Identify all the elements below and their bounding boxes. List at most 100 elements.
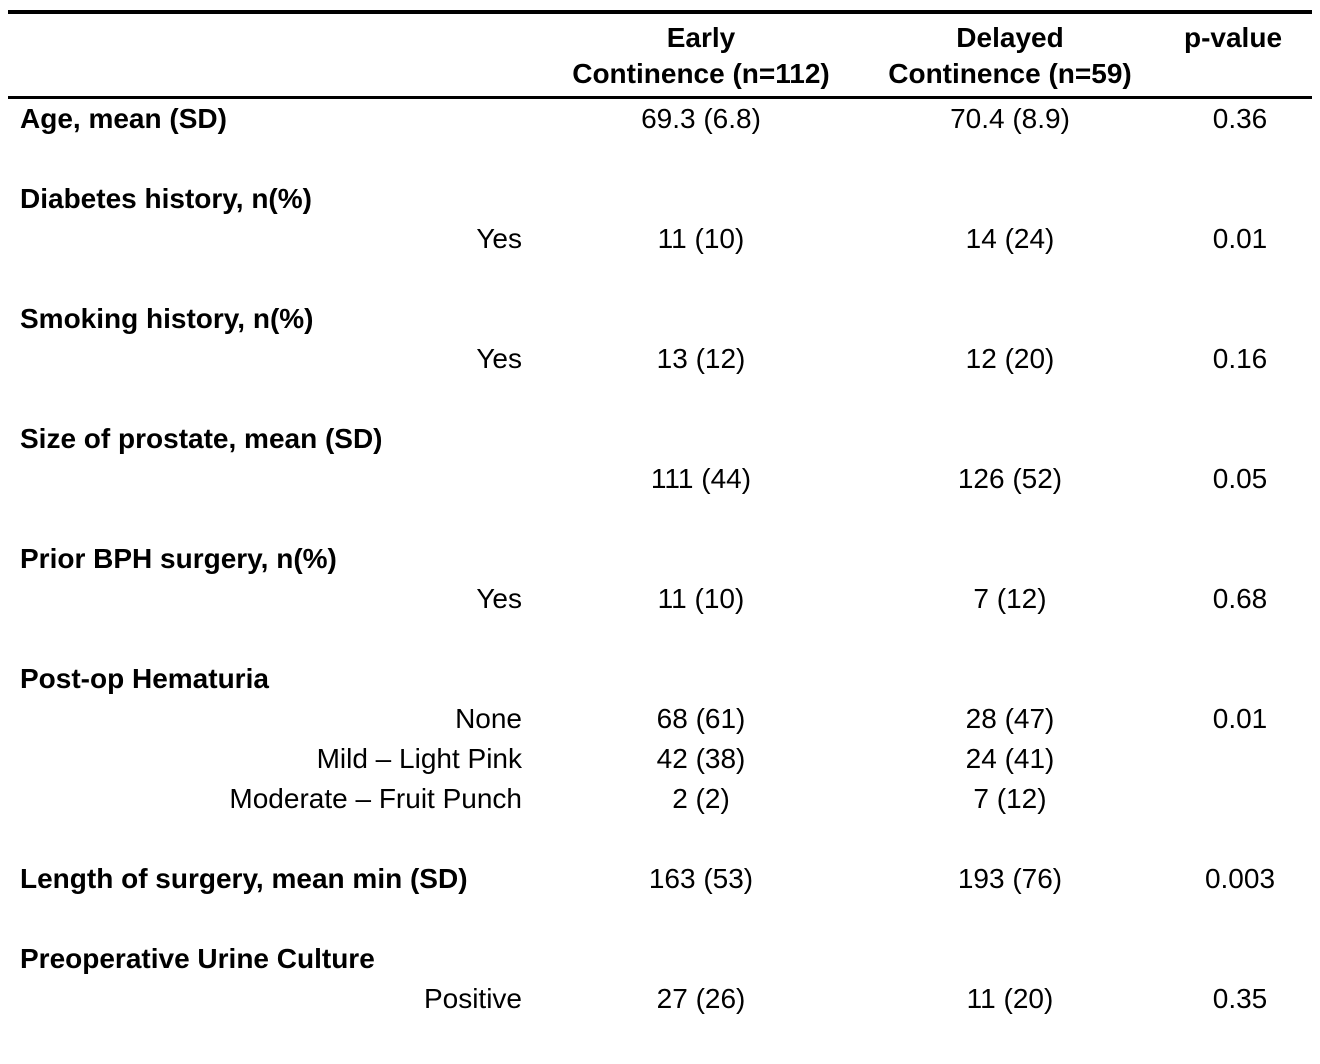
early-value-cell: 163 (53): [648, 863, 754, 894]
delayed-value-cell: 7 (12): [973, 783, 1047, 814]
row-label-cell: Post-op Hematuria: [20, 663, 269, 694]
spacer-row: [8, 499, 1312, 539]
delayed-value-cell: [866, 659, 1154, 699]
p-value-cell: [1154, 299, 1312, 339]
p-value-cell: [1154, 779, 1312, 819]
delayed-value-cell: [866, 939, 1154, 979]
row-sublabel-cell: Mild – Light Pink: [316, 743, 522, 774]
row-label-cell: Length of surgery, mean min (SD): [20, 863, 468, 894]
p-value-cell: [1154, 739, 1312, 779]
early-value-cell: 69.3 (6.8): [641, 103, 761, 134]
p-value-cell: [1154, 419, 1312, 459]
table-row: Yes 11 (10) 7 (12) 0.68: [8, 579, 1312, 619]
p-value-cell: 0.01: [1212, 223, 1268, 254]
header-p-value: p-value: [1154, 12, 1312, 99]
early-value-cell: [536, 179, 866, 219]
bottom-gap-row: [8, 1019, 1312, 1064]
p-value-cell: 0.68: [1212, 583, 1268, 614]
delayed-value-cell: 11 (20): [966, 983, 1054, 1014]
early-value-cell: [536, 419, 866, 459]
table-row: Yes 13 (12) 12 (20) 0.16: [8, 339, 1312, 379]
table-row: Diabetes history, n(%): [8, 179, 1312, 219]
p-value-cell: [1154, 939, 1312, 979]
early-value-cell: [536, 299, 866, 339]
spacer-cell: [8, 619, 1312, 659]
early-value-cell: [536, 659, 866, 699]
spacer-cell: [8, 379, 1312, 419]
table-row: 111 (44) 126 (52) 0.05: [8, 459, 1312, 499]
row-sublabel-cell: None: [455, 703, 522, 734]
table-row: Moderate – Fruit Punch 2 (2) 7 (12): [8, 779, 1312, 819]
p-value-cell: 0.16: [1212, 343, 1268, 374]
header-row: Early Continence (n=112) Delayed Contine…: [8, 12, 1312, 99]
p-value-cell: 0.35: [1212, 983, 1268, 1014]
spacer-row: [8, 379, 1312, 419]
table-row: Age, mean (SD) 69.3 (6.8) 70.4 (8.9) 0.36: [8, 98, 1312, 140]
delayed-value-cell: 28 (47): [965, 703, 1055, 734]
delayed-value-cell: 7 (12): [973, 583, 1047, 614]
row-label-cell: Size of prostate, mean (SD): [20, 423, 383, 454]
table-row: Post-op Hematuria: [8, 659, 1312, 699]
early-value-cell: 111 (44): [650, 463, 752, 494]
p-value-cell: [1154, 539, 1312, 579]
early-value-cell: 42 (38): [656, 743, 746, 774]
row-sublabel-cell: Yes: [476, 223, 522, 254]
table-row: Mild – Light Pink 42 (38) 24 (41): [8, 739, 1312, 779]
row-sublabel-cell: Positive: [423, 983, 522, 1014]
table-body: Age, mean (SD) 69.3 (6.8) 70.4 (8.9) 0.36 Di…: [8, 98, 1312, 1064]
baseline-characteristics-table: Early Continence (n=112) Delayed Contine…: [8, 10, 1312, 1064]
table-row: None 68 (61) 28 (47) 0.01: [8, 699, 1312, 739]
spacer-row: [8, 819, 1312, 859]
early-value-cell: [536, 939, 866, 979]
header-early-line2: Continence (n=112): [572, 58, 830, 89]
header-early-continence: Early Continence (n=112): [536, 12, 866, 99]
table-row: Yes 11 (10) 14 (24) 0.01: [8, 219, 1312, 259]
spacer-cell: [8, 499, 1312, 539]
delayed-value-cell: 193 (76): [957, 863, 1063, 894]
delayed-value-cell: 70.4 (8.9): [950, 103, 1070, 134]
spacer-row: [8, 139, 1312, 179]
header-delayed-line2: Continence (n=59): [888, 58, 1132, 89]
spacer-cell: [8, 139, 1312, 179]
early-value-cell: 2 (2): [672, 783, 730, 814]
spacer-cell: [8, 259, 1312, 299]
delayed-value-cell: 24 (41): [965, 743, 1055, 774]
p-value-cell: [1154, 179, 1312, 219]
early-value-cell: 11 (10): [657, 583, 745, 614]
early-value-cell: 27 (26): [656, 983, 746, 1014]
table-header: Early Continence (n=112) Delayed Contine…: [8, 12, 1312, 99]
delayed-value-cell: [866, 419, 1154, 459]
row-sublabel-cell: Yes: [476, 343, 522, 374]
table-row: Size of prostate, mean (SD): [8, 419, 1312, 459]
spacer-cell: [8, 899, 1312, 939]
spacer-cell: [8, 819, 1312, 859]
delayed-value-cell: [866, 539, 1154, 579]
row-label-cell: Prior BPH surgery, n(%): [20, 543, 337, 574]
row-label-cell: Smoking history, n(%): [20, 303, 314, 334]
row-label-cell: Age, mean (SD): [20, 103, 227, 134]
table-row: Smoking history, n(%): [8, 299, 1312, 339]
p-value-cell: 0.05: [1212, 463, 1268, 494]
delayed-value-cell: [866, 299, 1154, 339]
row-sublabel-cell: [8, 459, 536, 499]
header-empty-cell: [8, 12, 536, 99]
row-sublabel-cell: Yes: [476, 583, 522, 614]
row-label-cell: Preoperative Urine Culture: [20, 943, 375, 974]
delayed-value-cell: [866, 179, 1154, 219]
delayed-value-cell: 126 (52): [957, 463, 1063, 494]
p-value-cell: 0.01: [1212, 703, 1268, 734]
header-delayed-continence: Delayed Continence (n=59): [866, 12, 1154, 99]
row-sublabel-cell: Moderate – Fruit Punch: [229, 783, 522, 814]
bottom-gap-cell: [8, 1019, 1312, 1064]
p-value-cell: 0.36: [1212, 103, 1268, 134]
header-delayed-line1: Delayed: [956, 22, 1064, 53]
row-label-cell: Diabetes history, n(%): [20, 183, 312, 214]
early-value-cell: 68 (61): [656, 703, 746, 734]
table-row: Length of surgery, mean min (SD) 163 (53)…: [8, 859, 1312, 899]
spacer-row: [8, 899, 1312, 939]
p-value-cell: 0.003: [1204, 863, 1276, 894]
spacer-row: [8, 259, 1312, 299]
spacer-row: [8, 619, 1312, 659]
delayed-value-cell: 14 (24): [965, 223, 1055, 254]
